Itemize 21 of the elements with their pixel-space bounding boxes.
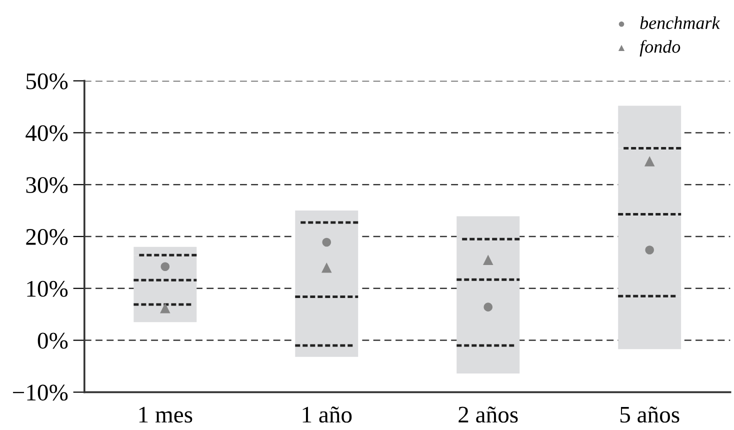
point [160, 302, 170, 314]
legend-label: fondo [640, 40, 680, 57]
point [484, 302, 492, 312]
point [160, 262, 170, 271]
y-tick-label: 30% [26, 177, 68, 194]
x-tick-label: 1 mes [139, 406, 192, 423]
y-tick-label: 20% [26, 228, 68, 245]
y-tick-label: −10% [13, 384, 68, 401]
x-tick-label: 2 años [458, 406, 518, 423]
y-tick-label: 10% [27, 280, 68, 297]
point [322, 238, 332, 247]
point [645, 246, 654, 254]
y-tick-label: 0% [38, 332, 68, 349]
y-tick-label: 40% [26, 125, 68, 142]
legend-label: benchmark [640, 16, 720, 30]
point [644, 156, 655, 166]
point [482, 254, 494, 265]
y-tick-label: 50% [26, 73, 68, 90]
point [321, 262, 332, 273]
x-tick-label: 1 año [302, 406, 352, 423]
x-tick-label: 5 años [620, 406, 680, 423]
